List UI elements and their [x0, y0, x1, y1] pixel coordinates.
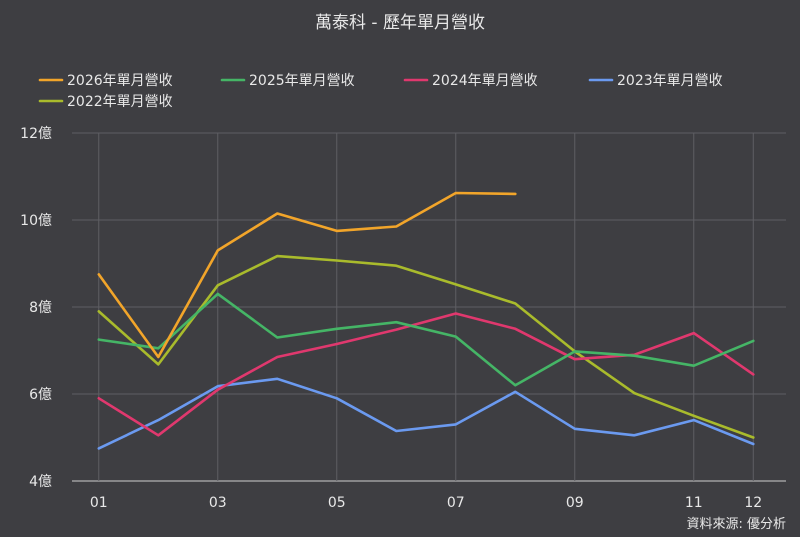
legend-item: 2025年單月營收 [220, 73, 355, 89]
x-tick-label: 03 [209, 495, 227, 511]
y-tick-unit: 億 [38, 300, 52, 316]
y-tick-value: 6 [29, 387, 38, 403]
x-tick-label: 12 [744, 495, 762, 511]
x-tick-label: 09 [566, 495, 584, 511]
x-tick-label: 01 [90, 495, 108, 511]
legend-label: 2025年單月營收 [249, 73, 355, 89]
legend-label: 2026年單月營收 [67, 73, 173, 89]
legend-label: 2024年單月營收 [432, 73, 538, 89]
x-tick-label: 07 [447, 495, 465, 511]
y-tick-value: 12 [20, 126, 38, 142]
y-tick-value: 4 [29, 474, 38, 490]
y-tick-value: 8 [29, 300, 38, 316]
chart-title: 萬泰科 - 歷年單月營收 [315, 13, 485, 33]
legend: 2026年單月營收 2025年單月營收 2024年單月營收 2023年單月營收 2022… [38, 73, 723, 110]
y-tick-unit: 億 [38, 126, 52, 142]
legend-item: 2024年單月營收 [403, 73, 538, 89]
legend-label: 2023年單月營收 [617, 73, 723, 89]
source-note: 資料來源: 優分析 [686, 517, 786, 532]
series-line [97, 312, 755, 437]
series-line [97, 191, 517, 359]
legend-label: 2022年單月營收 [67, 94, 173, 110]
x-tick-label: 11 [685, 495, 703, 511]
grid [72, 132, 786, 482]
y-tick-label: 6億 [29, 387, 52, 403]
x-tick-label: 05 [328, 495, 346, 511]
legend-item: 2023年單月營收 [588, 73, 723, 89]
y-tick-unit: 億 [38, 387, 52, 403]
series-layer [97, 191, 755, 450]
y-tick-value: 10 [20, 213, 38, 229]
legend-item: 2022年單月營收 [38, 94, 173, 110]
y-tick-unit: 億 [38, 474, 52, 490]
y-tick-unit: 億 [38, 213, 52, 229]
series-line [97, 377, 755, 450]
y-tick-label: 10億 [20, 213, 52, 229]
y-tick-label: 8億 [29, 300, 52, 316]
legend-item: 2026年單月營收 [38, 73, 173, 89]
y-tick-label: 4億 [29, 474, 52, 490]
series-line [97, 292, 755, 387]
y-tick-label: 12億 [20, 126, 52, 142]
series-line [97, 254, 755, 439]
